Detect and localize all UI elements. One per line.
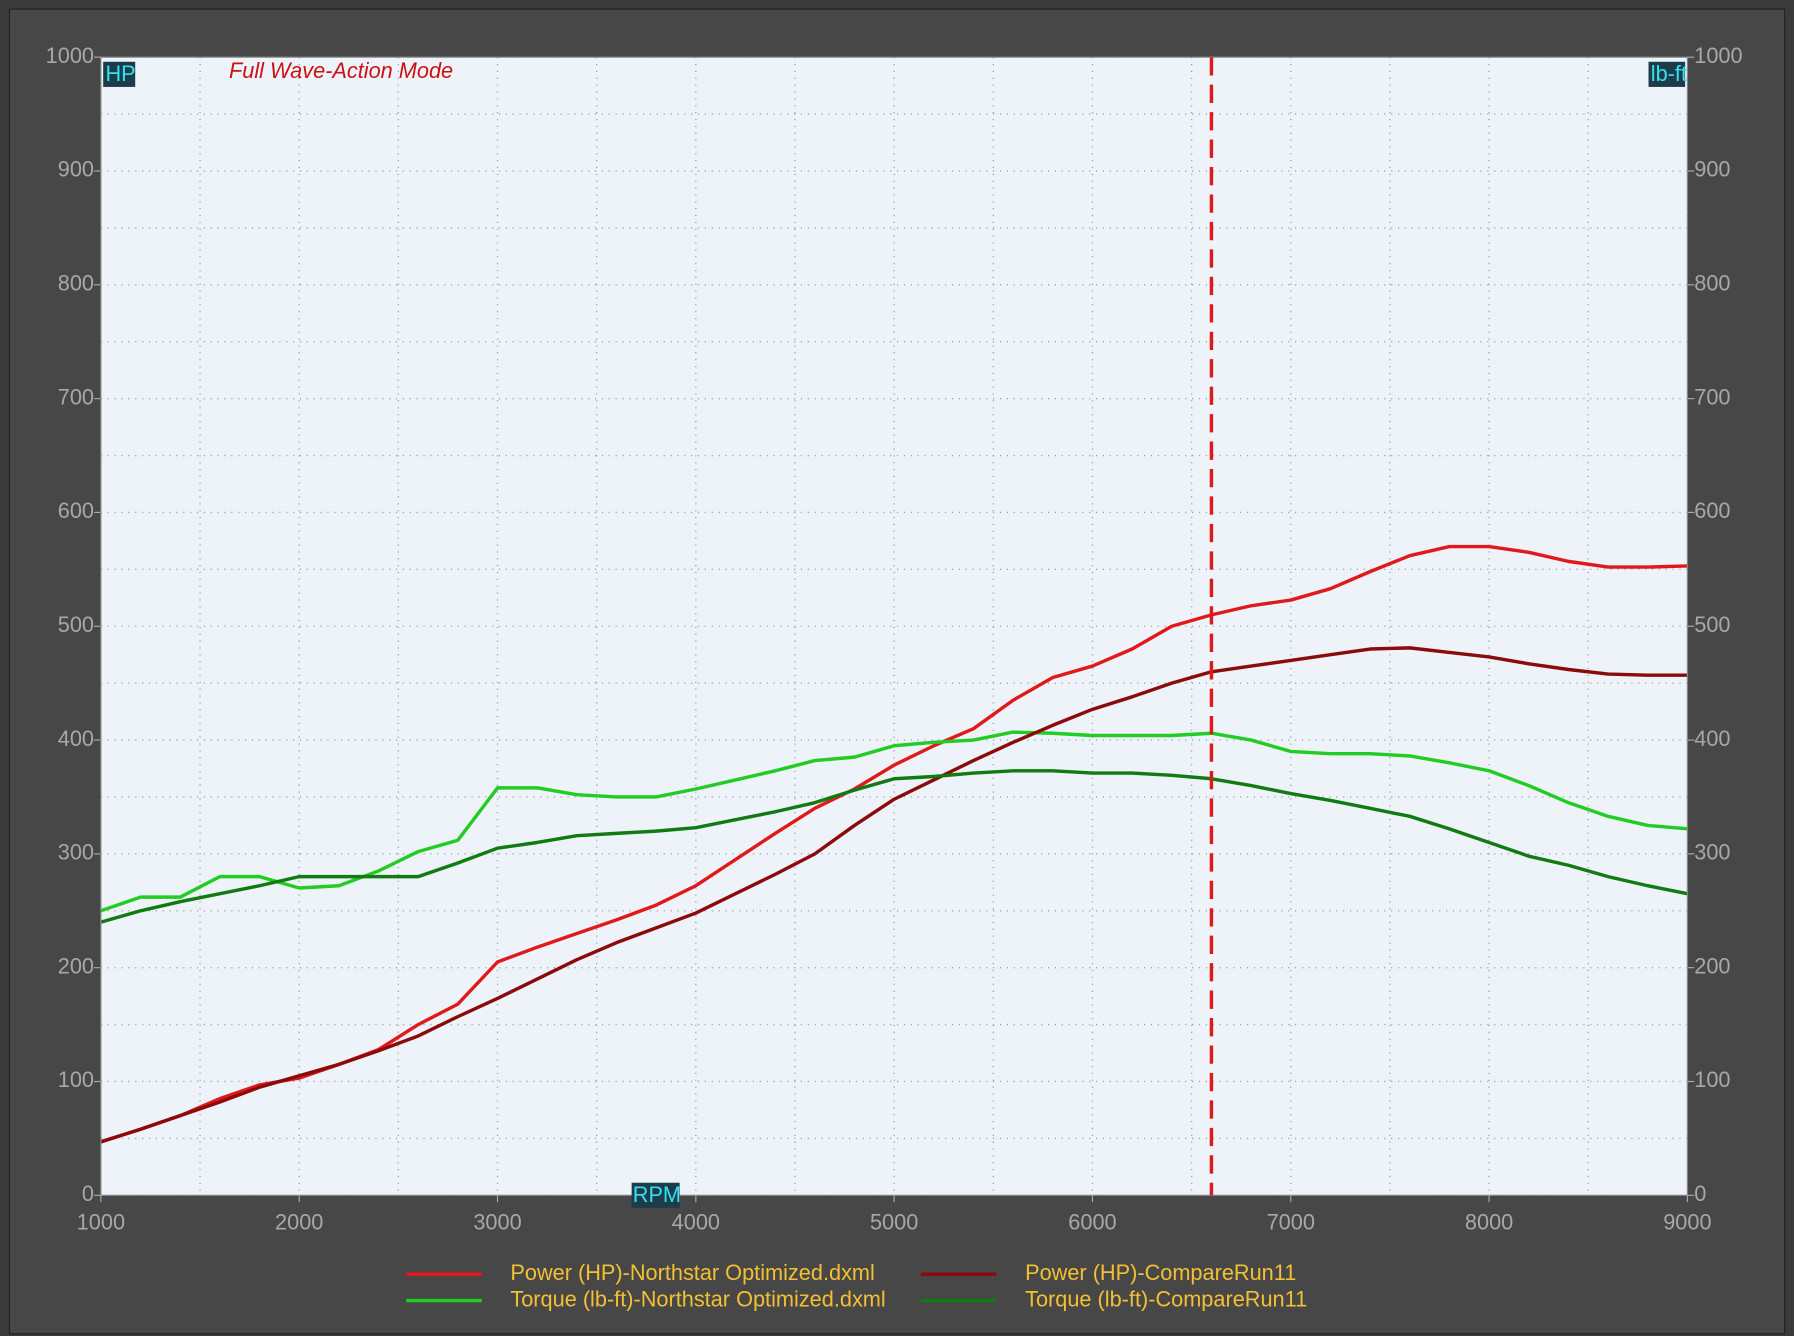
y2-axis-label: lb-ft bbox=[1651, 61, 1687, 86]
x-tick-label: 4000 bbox=[672, 1210, 720, 1235]
y2-tick-label: 1000 bbox=[1694, 43, 1742, 68]
legend-label: Torque (lb-ft)-Northstar Optimized.dxml bbox=[510, 1286, 885, 1311]
y-tick-label: 0 bbox=[82, 1181, 94, 1206]
y-tick-label: 800 bbox=[58, 271, 94, 296]
label-box bbox=[103, 61, 136, 87]
y2-tick-label: 600 bbox=[1694, 498, 1730, 523]
y-tick-label: 500 bbox=[58, 612, 94, 637]
y2-tick-label: 800 bbox=[1694, 271, 1730, 296]
y-tick-label: 100 bbox=[58, 1067, 94, 1092]
x-tick-label: 9000 bbox=[1663, 1210, 1711, 1235]
y2-tick-label: 500 bbox=[1694, 612, 1730, 637]
y-tick-label: 700 bbox=[58, 384, 94, 409]
y2-tick-label: 700 bbox=[1694, 384, 1730, 409]
x-axis-label: RPM bbox=[633, 1182, 681, 1207]
y-tick-label: 400 bbox=[58, 726, 94, 751]
y-tick-label: 300 bbox=[58, 840, 94, 865]
x-tick-label: 6000 bbox=[1068, 1210, 1116, 1235]
y2-tick-label: 900 bbox=[1694, 157, 1730, 182]
legend-label: Power (HP)-CompareRun11 bbox=[1025, 1260, 1296, 1285]
plot-area bbox=[100, 57, 1688, 1196]
y2-tick-label: 0 bbox=[1694, 1181, 1706, 1206]
x-tick-label: 5000 bbox=[870, 1210, 918, 1235]
y2-tick-label: 400 bbox=[1694, 726, 1730, 751]
x-tick-label: 3000 bbox=[473, 1210, 521, 1235]
y-tick-label: 1000 bbox=[46, 43, 94, 68]
label-box bbox=[1648, 61, 1686, 87]
y2-tick-label: 300 bbox=[1694, 840, 1730, 865]
x-tick-label: 7000 bbox=[1267, 1210, 1315, 1235]
x-tick-label: 8000 bbox=[1465, 1210, 1513, 1235]
x-tick-label: 2000 bbox=[275, 1210, 323, 1235]
y-tick-label: 200 bbox=[58, 953, 94, 978]
y-tick-label: 900 bbox=[58, 157, 94, 182]
x-tick-label: 1000 bbox=[77, 1210, 125, 1235]
y2-tick-label: 100 bbox=[1694, 1067, 1730, 1092]
legend-label: Power (HP)-Northstar Optimized.dxml bbox=[510, 1260, 874, 1285]
y2-tick-label: 200 bbox=[1694, 953, 1730, 978]
mode-title: Full Wave-Action Mode bbox=[229, 58, 453, 83]
series-line bbox=[100, 769, 1688, 924]
y-tick-label: 600 bbox=[58, 498, 94, 523]
legend-label: Torque (lb-ft)-CompareRun11 bbox=[1025, 1286, 1307, 1311]
y-axis-label: HP bbox=[105, 61, 135, 86]
label-box bbox=[631, 1182, 680, 1208]
series-line bbox=[100, 646, 1688, 1144]
